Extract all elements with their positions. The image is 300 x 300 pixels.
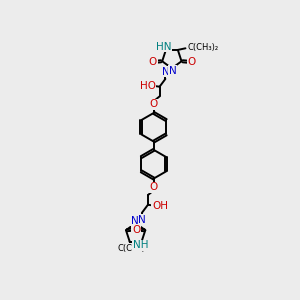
Text: HN: HN — [156, 42, 171, 52]
Text: HO: HO — [140, 80, 156, 91]
Text: O: O — [187, 57, 195, 67]
Text: N: N — [169, 66, 177, 76]
Text: NH: NH — [133, 240, 148, 250]
Text: C(CH₃)₂: C(CH₃)₂ — [118, 244, 149, 253]
Text: O: O — [150, 182, 158, 192]
Text: O: O — [132, 225, 140, 235]
Text: O: O — [150, 99, 158, 109]
Text: N: N — [161, 67, 169, 76]
Text: N: N — [138, 215, 146, 225]
Text: C(CH₃)₂: C(CH₃)₂ — [188, 43, 219, 52]
Text: N: N — [131, 216, 139, 226]
Text: O: O — [149, 57, 157, 67]
Text: O: O — [131, 225, 139, 235]
Text: OH: OH — [152, 201, 168, 211]
